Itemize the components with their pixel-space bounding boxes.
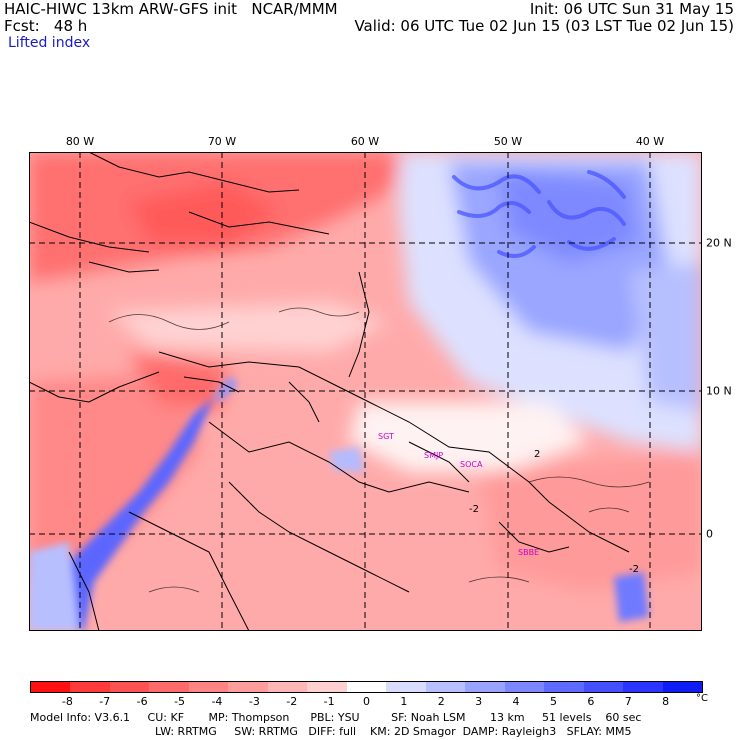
lat-label-20n: 20 N: [706, 236, 732, 250]
colorbar-segment: [109, 682, 150, 692]
model-title: HAIC-HIWC 13km ARW-GFS init NCAR/MMM: [4, 0, 338, 18]
colorbar-segment: [544, 682, 584, 692]
colorbar-tick-label: -4: [211, 695, 223, 708]
colorbar-segment: [623, 682, 663, 692]
colorbar-segment: [346, 682, 387, 692]
colorbar-tick-label: -6: [136, 695, 148, 708]
colorbar-tick-label: 2: [437, 695, 445, 708]
colorbar-tick-label: 0: [363, 695, 370, 708]
andes-stable-zone: [29, 377, 649, 631]
map-frame: [29, 152, 702, 631]
colorbar-tick-label: 3: [475, 695, 483, 708]
colorbar-tick-label: 5: [549, 695, 557, 708]
colorbar-segment: [662, 682, 702, 692]
colorbar-tick-label: 4: [512, 695, 520, 708]
colorbar-segment: [188, 682, 229, 692]
li-contours: [108, 307, 650, 593]
colorbar-segment: [228, 682, 268, 692]
model-info-line2: LW: RRTMG SW: RRTMG DIFF: full KM: 2D Sm…: [155, 725, 632, 738]
station-label-sbbe: SBBE: [518, 548, 540, 557]
contour-label: -2: [629, 564, 639, 575]
colorbar-tick-label: -1: [323, 695, 335, 708]
coastlines: [29, 152, 630, 631]
colorbar-segment: [504, 682, 545, 692]
lifted-index-map: 2 -2 -2: [29, 152, 702, 631]
contour-label: 2: [534, 449, 540, 460]
lon-label-80w: 80 W: [65, 135, 95, 148]
colorbar-segment: [425, 682, 466, 692]
colorbar-tick-label: 6: [587, 695, 595, 708]
colorbar-segment: [307, 682, 347, 692]
lat-label-10n: 10 N: [706, 384, 732, 398]
colorbar-tick-label: -8: [61, 695, 73, 708]
contour-label: -2: [469, 504, 479, 515]
lon-label-70w: 70 W: [207, 135, 237, 148]
init-time: Init: 06 UTC Sun 31 May 15: [529, 0, 734, 18]
station-label-sgt: SGT: [378, 432, 394, 441]
lon-label-40w: 40 W: [635, 135, 665, 148]
colorbar-segment: [31, 682, 71, 692]
colorbar-unit: °C: [696, 693, 708, 704]
colorbar-tick-label: 1: [400, 695, 408, 708]
lat-label-eq: 0: [706, 527, 713, 541]
colorbar-segment: [386, 682, 426, 692]
field-name: Lifted index: [8, 35, 91, 51]
colorbar: [30, 681, 703, 693]
colorbar-segment: [583, 682, 624, 692]
colorbar-tick-label: -5: [174, 695, 186, 708]
colorbar-segment: [465, 682, 505, 692]
model-info-line1: Model Info: V3.6.1 CU: KF MP: Thompson P…: [30, 711, 642, 724]
forecast-hour: Fcst: 48 h: [4, 17, 88, 35]
colorbar-segment: [70, 682, 110, 692]
colorbar-tick-label: -7: [99, 695, 111, 708]
valid-time: Valid: 06 UTC Tue 02 Jun 15 (03 LST Tue …: [354, 17, 734, 35]
colorbar-segment: [267, 682, 308, 692]
atlantic-streaks: [452, 170, 626, 258]
colorbar-tick-label: -3: [248, 695, 260, 708]
station-label-soca: SOCA: [460, 460, 483, 469]
colorbar-segment: [149, 682, 189, 692]
colorbar-tick-label: 7: [624, 695, 632, 708]
graticule: [29, 152, 702, 631]
colorbar-tick-label: -2: [286, 695, 298, 708]
field-shading: [29, 152, 702, 592]
colorbar-tick-label: 8: [662, 695, 670, 708]
station-label-smjp: SMJP: [424, 451, 444, 460]
lon-label-50w: 50 W: [493, 135, 523, 148]
lon-label-60w: 60 W: [350, 135, 380, 148]
